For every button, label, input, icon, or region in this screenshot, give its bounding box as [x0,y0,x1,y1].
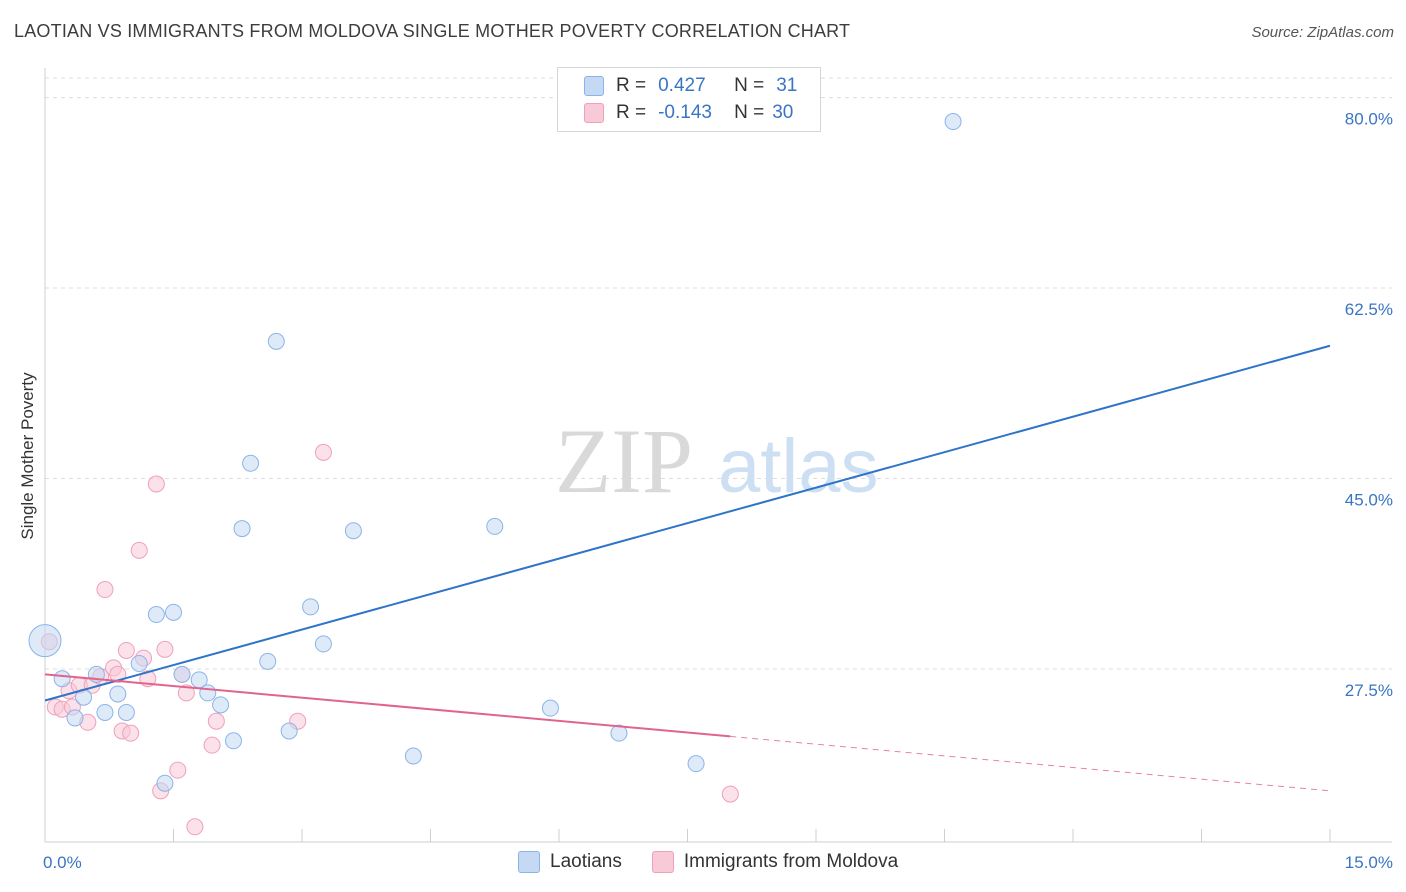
laotian-point [280,722,298,740]
moldova-point [96,581,114,599]
laotian-point [28,624,62,658]
laotian-point [96,703,114,721]
laotian-point [173,665,191,683]
laotian-point [314,635,332,653]
moldova-point [117,641,135,659]
moldova-trend-line [44,673,731,738]
stats-legend: R = 0.427 N = 31 R = -0.143 N = 30 [557,67,821,132]
laotian-n-value: 31 [776,75,798,96]
gridlines [45,77,1392,670]
y-tick-label: 45.0% [1345,491,1393,510]
moldova-legend-label: Immigrants from Moldova [683,851,899,872]
series-legend: Laotians Immigrants from Moldova [518,851,928,873]
moldova-point [186,818,204,836]
legend-row-moldova: R = -0.143 N = 30 [584,100,793,126]
r-label: R = [616,102,647,123]
laotian-point [687,755,705,773]
moldova-point [203,736,221,754]
laotian-point [344,522,362,540]
moldova-point [169,761,187,779]
moldova-n-value: 30 [772,102,794,123]
watermark-atlas: atlas [718,424,879,509]
laotian-point [486,517,504,535]
laotian-point [259,652,277,670]
laotian-point [117,703,135,721]
n-label: N = [734,75,765,96]
moldova-point [207,712,225,730]
laotian-point [404,747,422,765]
y-tick-label: 80.0% [1345,110,1393,129]
laotian-point [212,696,230,714]
laotian-swatch [584,76,604,96]
moldova-point [122,724,140,742]
legend-row-laotians: R = 0.427 N = 31 [584,73,797,99]
laotian-point [267,332,285,350]
tick-labels: 27.5% 45.0% 62.5% 80.0% 0.0% 15.0% [43,110,1393,872]
laotian-point [610,724,628,742]
laotian-point [199,684,217,702]
laotian-point [242,454,260,472]
moldova-trend-extension [730,735,1331,792]
axes [44,68,1392,843]
x-tick-label: 15.0% [1345,853,1393,872]
laotian-point [53,670,71,688]
trend-lines [44,344,1331,792]
source-label: Source: ZipAtlas.com [1251,24,1394,41]
laotian-trend-line [44,344,1331,702]
x-tick-label: 0.0% [43,853,82,872]
laotian-point [109,685,127,703]
laotian-point [233,520,251,538]
laotian-point [66,709,84,727]
moldova-legend-swatch [651,851,674,873]
moldova-point [314,443,332,461]
laotian-point [541,699,559,717]
legend-item-laotians[interactable]: Laotians [518,851,622,873]
laotian-legend-swatch [518,851,540,873]
n-label: N = [734,102,765,123]
moldova-point [147,475,165,493]
chart-title: LAOTIAN VS IMMIGRANTS FROM MOLDOVA SINGL… [14,21,851,41]
watermark: ZIP atlas [555,410,879,512]
watermark-zip: ZIP [555,410,693,512]
moldova-point [721,785,739,803]
laotian-legend-label: Laotians [550,851,622,872]
moldova-swatch [584,103,604,123]
y-tick-label: 62.5% [1345,300,1393,319]
legend-item-moldova[interactable]: Immigrants from Moldova [651,851,899,873]
y-tick-label: 27.5% [1345,681,1393,700]
laotian-points [28,113,962,792]
laotian-r-value: 0.427 [658,75,706,96]
laotian-point [224,732,242,750]
laotian-point [156,774,174,792]
r-label: R = [616,75,647,96]
laotian-point [944,113,962,131]
moldova-point [130,541,148,559]
laotian-point [147,606,165,624]
moldova-point [177,684,195,702]
moldova-r-value: -0.143 [658,102,712,123]
laotian-point [165,603,182,621]
moldova-point [156,640,174,658]
laotian-point [130,655,148,673]
laotian-point [302,598,320,616]
